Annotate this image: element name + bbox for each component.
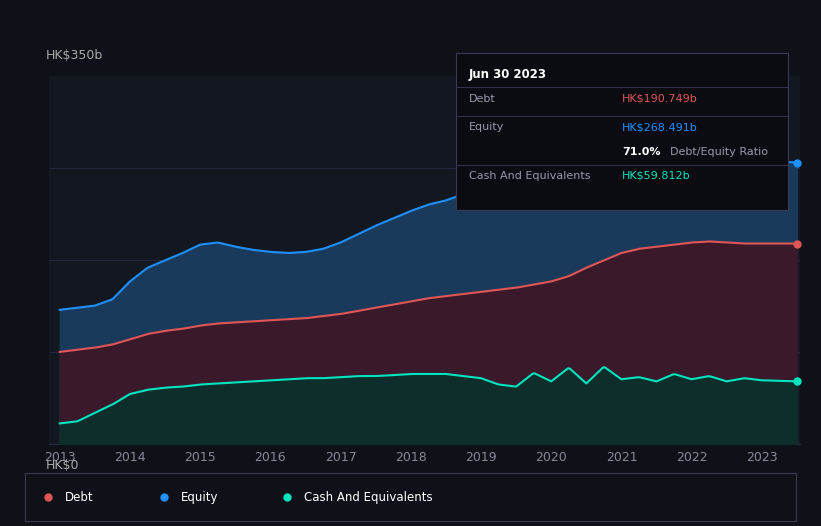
Text: Equity: Equity	[469, 122, 504, 132]
Text: HK$190.749b: HK$190.749b	[622, 94, 698, 104]
Text: Jun 30 2023: Jun 30 2023	[469, 68, 547, 82]
Text: HK$268.491b: HK$268.491b	[622, 122, 698, 132]
Text: Cash And Equivalents: Cash And Equivalents	[469, 171, 590, 181]
Text: Equity: Equity	[181, 491, 218, 503]
Text: Debt/Equity Ratio: Debt/Equity Ratio	[670, 147, 768, 157]
Text: Cash And Equivalents: Cash And Equivalents	[304, 491, 433, 503]
Text: 71.0%: 71.0%	[622, 147, 660, 157]
Text: HK$0: HK$0	[45, 459, 79, 472]
Text: HK$350b: HK$350b	[45, 48, 103, 62]
Text: Debt: Debt	[469, 94, 496, 104]
Text: HK$59.812b: HK$59.812b	[622, 171, 690, 181]
Text: Debt: Debt	[65, 491, 94, 503]
